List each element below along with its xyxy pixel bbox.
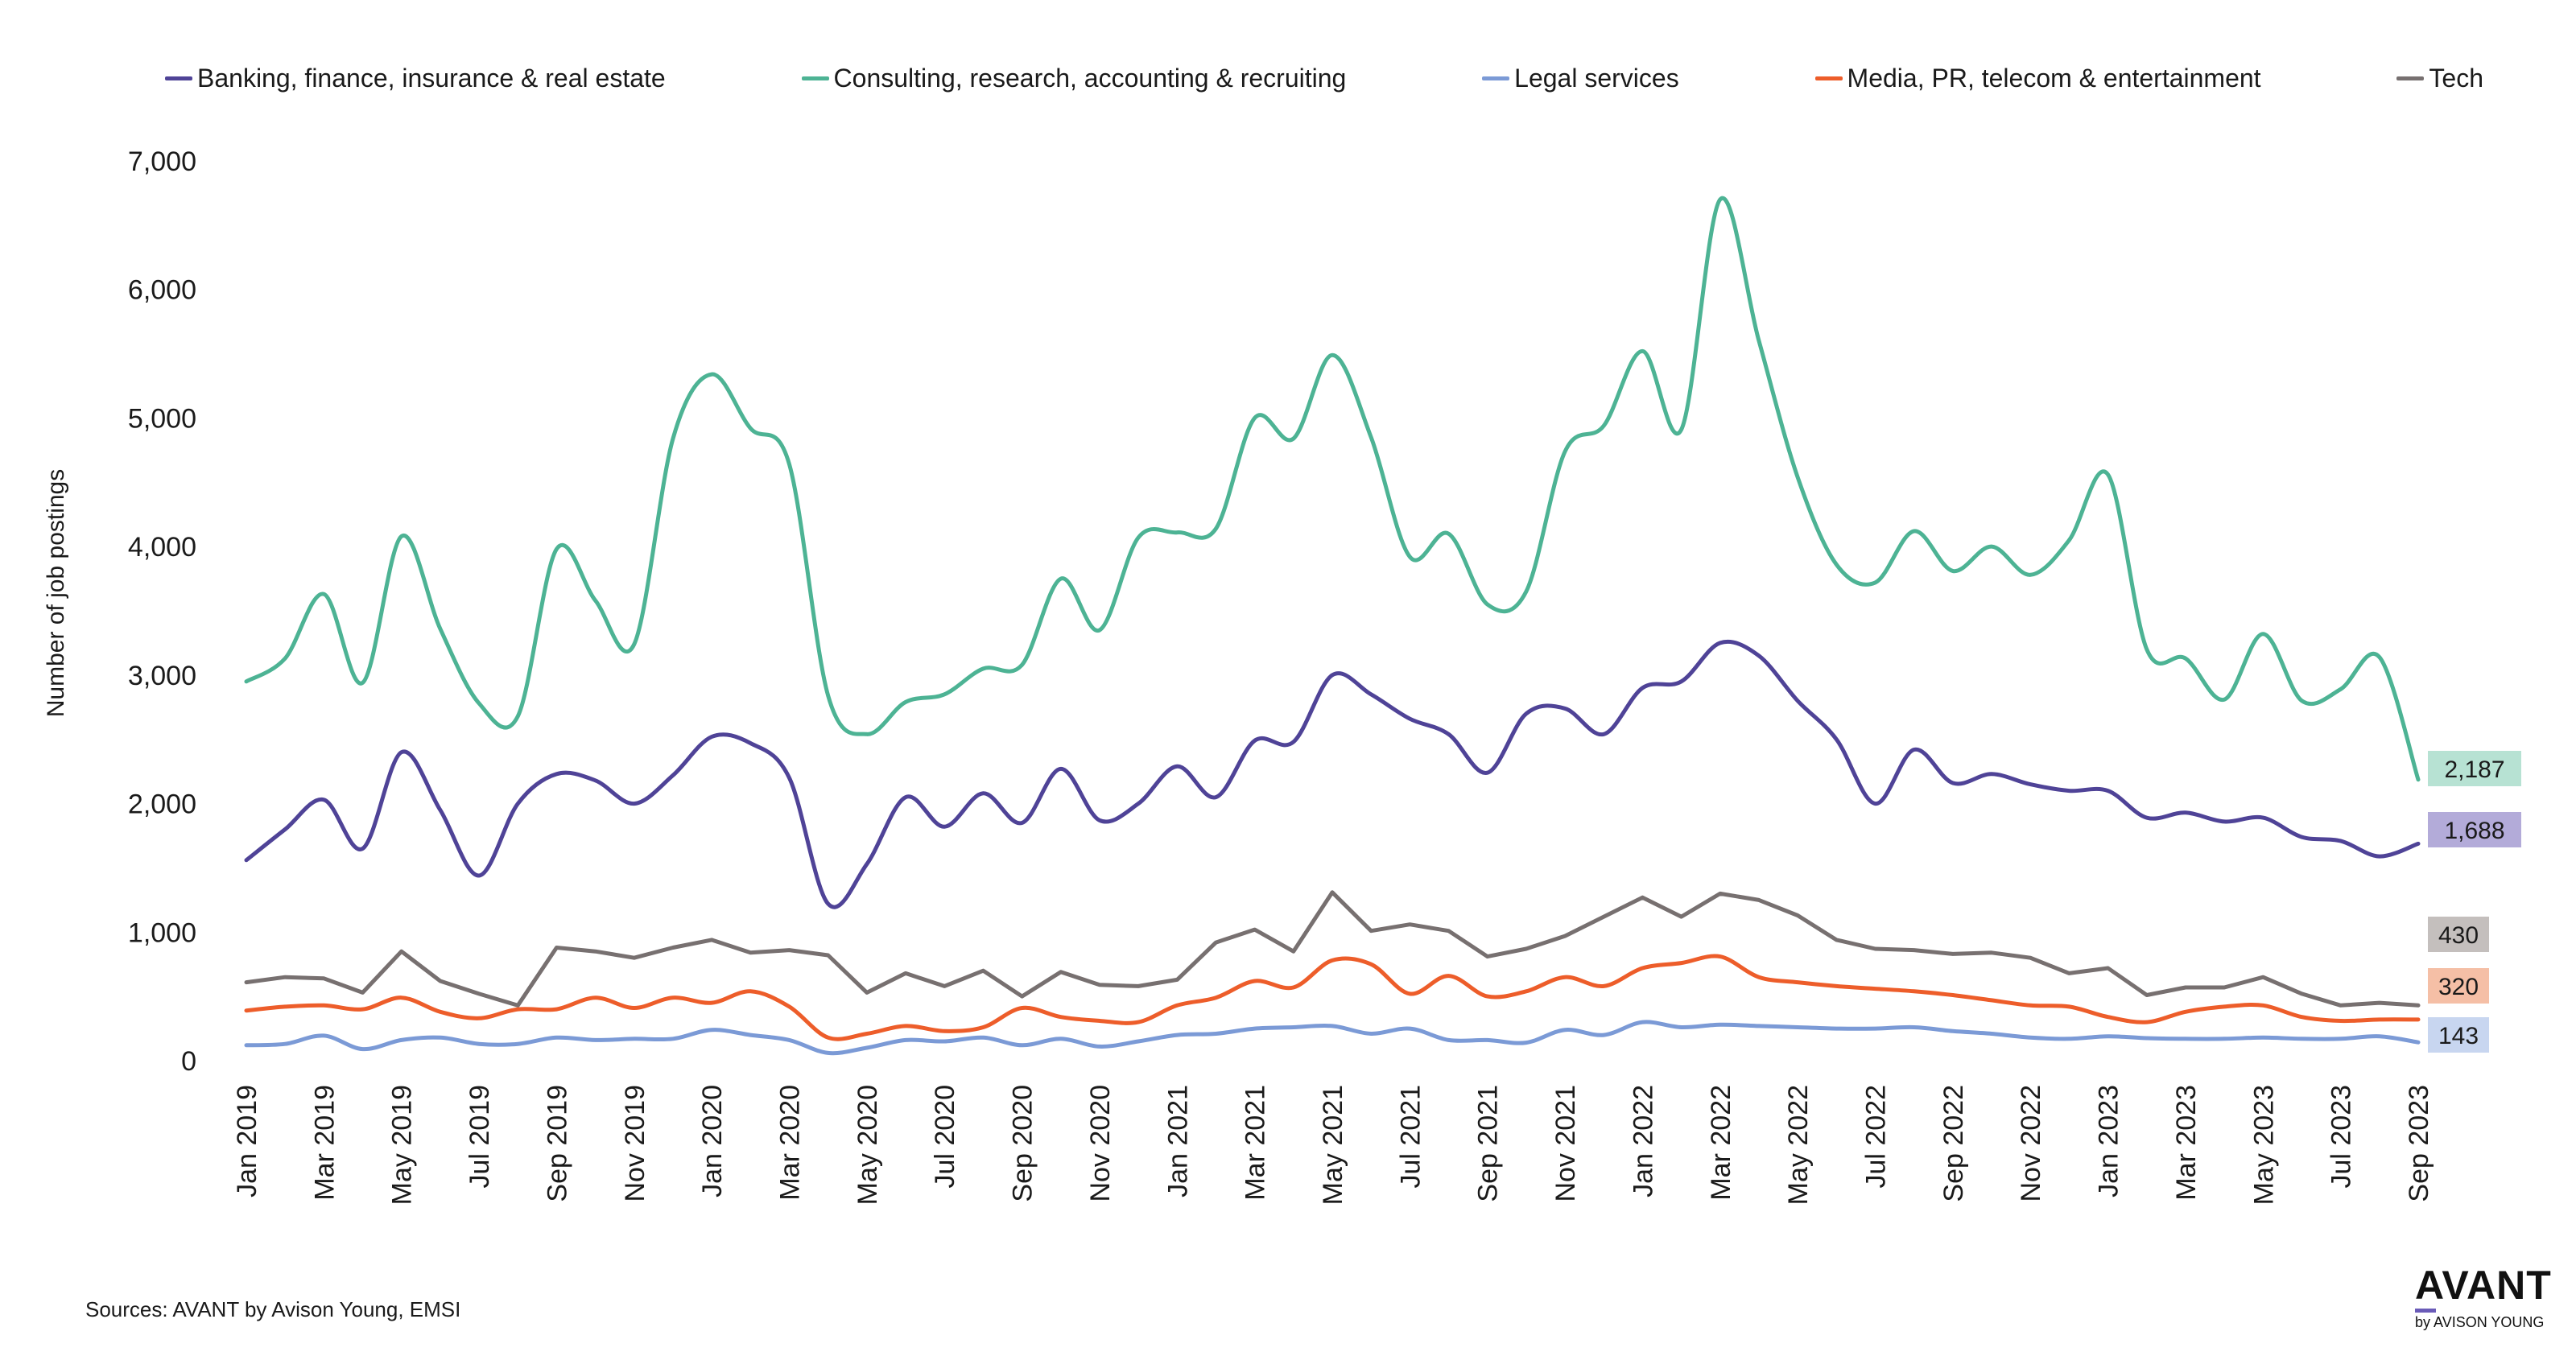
x-tick-label: Mar 2019: [309, 1085, 340, 1201]
legend-label: Tech: [2429, 63, 2483, 93]
end-labels-layer: 1,688 2,187 143 320 430: [2428, 751, 2521, 1053]
x-tick-label: Mar 2021: [1241, 1085, 1271, 1201]
legend-label: Media, PR, telecom & entertainment: [1847, 63, 2261, 93]
end-value-label: 2,187: [2444, 756, 2504, 783]
legend-label: Consulting, research, accounting & recru…: [833, 63, 1347, 93]
x-tick-label: Jul 2021: [1395, 1085, 1426, 1189]
logo-subtitle: by AVISON YOUNG: [2415, 1314, 2545, 1330]
x-tick-label: Jan 2023: [2094, 1085, 2124, 1197]
end-value-label: 1,688: [2444, 818, 2504, 844]
x-tick-label: Mar 2020: [775, 1085, 806, 1201]
logo-accent-bar: [2415, 1309, 2436, 1313]
y-tick-label: 7,000: [128, 146, 196, 177]
x-tick-label: Jul 2022: [1861, 1085, 1892, 1189]
legend-label: Legal services: [1514, 63, 1679, 93]
legend-swatch: [1482, 76, 1510, 80]
end-value-label: 430: [2438, 922, 2479, 949]
legend-label: Banking, finance, insurance & real estat…: [197, 63, 666, 93]
x-tick-label: Sep 2022: [1938, 1085, 1969, 1202]
x-tick-label: Jul 2020: [930, 1085, 960, 1189]
x-tick-label: Jul 2019: [464, 1085, 495, 1189]
end-value-label: 143: [2438, 1023, 2479, 1049]
x-tick-label: Sep 2020: [1008, 1085, 1038, 1202]
series-line-banking-finance-insurance-real-estate: [244, 639, 2421, 909]
x-tick-label: Jul 2023: [2326, 1085, 2357, 1189]
series-layer: [244, 196, 2421, 1056]
sources-note: Sources: AVANT by Avison Young, EMSI: [85, 1297, 461, 1321]
y-tick-label: 1,000: [128, 917, 196, 948]
x-tick-label: Jan 2020: [697, 1085, 728, 1197]
legend: Banking, finance, insurance & real estat…: [165, 58, 2483, 98]
y-tick-label: 6,000: [128, 275, 196, 306]
end-label-background: [2428, 751, 2521, 786]
x-tick-label: Sep 2021: [1473, 1085, 1504, 1202]
y-tick-label: 5,000: [128, 403, 196, 434]
legend-swatch: [1814, 76, 1843, 80]
legend-swatch: [801, 76, 829, 80]
avant-logo: AVANT by AVISON YOUNG: [2415, 1265, 2560, 1331]
x-tick-label: Sep 2023: [2404, 1085, 2434, 1202]
x-tick-label: Sep 2019: [542, 1085, 572, 1202]
y-tick-label: 2,000: [128, 789, 196, 820]
x-tick-label: Mar 2022: [1706, 1085, 1736, 1201]
x-tick-label: Jan 2021: [1162, 1085, 1193, 1197]
series-line-legal-services: [244, 1020, 2421, 1056]
series-line-tech: [244, 890, 2421, 1008]
series-line-media-pr-telecom-entertainment: [244, 954, 2421, 1041]
legend-item: Tech: [2396, 64, 2483, 93]
legend-item: Media, PR, telecom & entertainment: [1814, 63, 2261, 93]
end-label-background: [2428, 1017, 2489, 1053]
x-tick-label: May 2023: [2248, 1085, 2279, 1205]
y-tick-label: 4,000: [128, 532, 196, 563]
x-tick-label: Nov 2022: [2016, 1085, 2046, 1202]
series-line-consulting-research-accounting-recruiting: [244, 196, 2421, 782]
end-label-background: [2428, 812, 2521, 847]
axes: 0 1,000 2,000 3,000 4,000 5,000 6,000 7,000 Jan …: [128, 146, 2434, 1205]
x-tick-label: Mar 2023: [2171, 1085, 2202, 1201]
x-tick-label: May 2020: [852, 1085, 883, 1205]
x-tick-label: Nov 2020: [1085, 1085, 1116, 1202]
end-label-background: [2428, 917, 2489, 952]
x-tick-label: Jan 2019: [232, 1085, 262, 1197]
end-value-label: 320: [2438, 974, 2479, 1000]
x-tick-label: May 2022: [1783, 1085, 1814, 1205]
y-axis-title: Number of job postings: [43, 468, 69, 718]
x-tick-label: Jan 2022: [1628, 1085, 1658, 1197]
x-tick-label: May 2021: [1318, 1085, 1348, 1205]
legend-swatch: [165, 76, 192, 80]
y-tick-label: 0: [181, 1046, 196, 1077]
y-tick-label: 3,000: [128, 661, 196, 691]
end-label-background: [2428, 968, 2489, 1004]
x-tick-label: Nov 2021: [1550, 1085, 1581, 1202]
legend-item: Banking, finance, insurance & real estat…: [165, 64, 666, 93]
x-tick-label: May 2019: [387, 1085, 418, 1205]
x-tick-label: Nov 2019: [620, 1085, 650, 1202]
legend-swatch: [2396, 76, 2425, 80]
legend-item: Consulting, research, accounting & recru…: [801, 63, 1347, 93]
logo-wordmark: AVANT: [2415, 1263, 2552, 1308]
legend-item: Legal services: [1482, 64, 1679, 93]
